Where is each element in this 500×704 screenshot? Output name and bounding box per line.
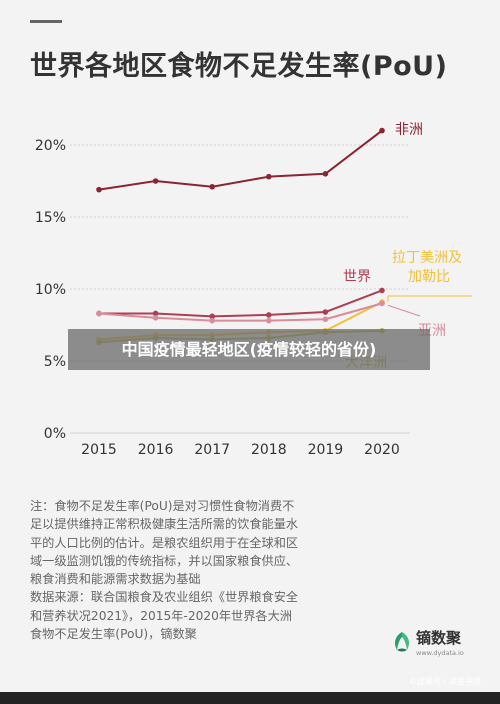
y-tick-label: 5% [44, 354, 66, 370]
data-point-asia [152, 315, 159, 321]
x-tick-label: 2016 [138, 442, 174, 458]
y-tick-label: 10% [35, 282, 66, 298]
data-point-africa [209, 183, 215, 190]
footnote-line: 和营养状况2021》，2015年-2020年世界各大洲 [30, 608, 292, 623]
line-chart: 0% 5% 10% 15% 20% 2015 2016 2017 2018 2019 2020 非… [35, 122, 472, 458]
footnote-line: 食物不足发生率(PoU)，镝数聚 [30, 627, 197, 642]
data-point-asia [96, 310, 102, 317]
y-tick-label: 20% [35, 138, 66, 154]
series-line-africa [98, 129, 383, 191]
data-point-africa [96, 186, 102, 193]
footnote-line: 平的人口比例的估计。是粮农组织用于在全球和区 [30, 535, 299, 550]
caption-overlay: 中国疫情最轻地区(疫情较轻的省份) [68, 329, 430, 370]
data-point-asia [266, 317, 272, 324]
series-lines [96, 127, 385, 346]
x-tick-label: 2018 [251, 442, 287, 458]
caption-overlay-text: 中国疫情最轻地区(疫情较轻的省份) [121, 340, 377, 359]
leaf-logo-icon [394, 632, 410, 652]
footnote-line: 数据来源：联合国粮食及农业组织《世界粮食安全 [30, 590, 299, 605]
series-label-latam-2: 加勒比 [408, 269, 450, 285]
series-label-world: 世界 [343, 269, 371, 285]
data-point-africa [266, 173, 272, 180]
bottom-bar [0, 692, 500, 704]
data-point-world [209, 313, 215, 320]
brand-logo: 镝数聚 www.dydata.io [391, 627, 481, 659]
x-tick-label: 2017 [194, 442, 230, 458]
data-point-asia [322, 316, 329, 323]
data-point-world [379, 287, 385, 294]
footnote-line: 粮食消费和能源需求数据为基础 [30, 572, 201, 587]
x-tick-label: 2019 [308, 442, 344, 458]
logo-url: www.dydata.io [416, 649, 464, 657]
footnote-line: 足以提供维持正常积极健康生活所需的饮食能量水 [30, 517, 299, 532]
logo-name: 镝数聚 [416, 629, 462, 647]
grid [70, 144, 410, 434]
y-tick-label: 0% [44, 426, 66, 442]
data-point-world [266, 312, 272, 318]
y-axis-ticks: 0% 5% 10% 15% 20% [35, 138, 66, 442]
data-point-world [322, 309, 329, 315]
series-label-africa: 非洲 [395, 122, 423, 138]
x-tick-label: 2015 [81, 442, 117, 458]
legend-leader-lines [387, 295, 472, 317]
chart-title: 世界各地区食物不足发生率(PoU) [30, 51, 448, 82]
series-line-world [99, 289, 383, 318]
y-tick-label: 15% [35, 210, 66, 226]
asia-leader-line [387, 304, 421, 317]
data-point-africa [322, 171, 329, 177]
data-point-asia [379, 300, 385, 307]
data-point-africa [379, 127, 385, 134]
footnote: 注：食物不足发生率(PoU)是对习惯性食物消费不 足以提供维持正常积极健康生活所… [30, 497, 360, 643]
x-tick-label: 2020 [364, 442, 400, 458]
footnote-line: 注：食物不足发生率(PoU)是对习惯性食物消费不 [30, 499, 295, 513]
watermark: ©搜狐号 / 读楚中国 [409, 677, 481, 686]
latam-leader-line [387, 295, 472, 302]
series-line-asia [98, 302, 383, 322]
data-point-world [152, 310, 159, 317]
title-decoration-bar [30, 20, 62, 23]
data-point-africa [152, 178, 159, 184]
data-point-asia [209, 317, 215, 324]
series-label-latam-1: 拉丁美洲及 [392, 250, 462, 266]
x-axis-ticks: 2015 2016 2017 2018 2019 2020 [81, 442, 400, 458]
footnote-line: 域一级监测饥饿的传统指标，并以国家粮食供应、 [30, 553, 299, 568]
